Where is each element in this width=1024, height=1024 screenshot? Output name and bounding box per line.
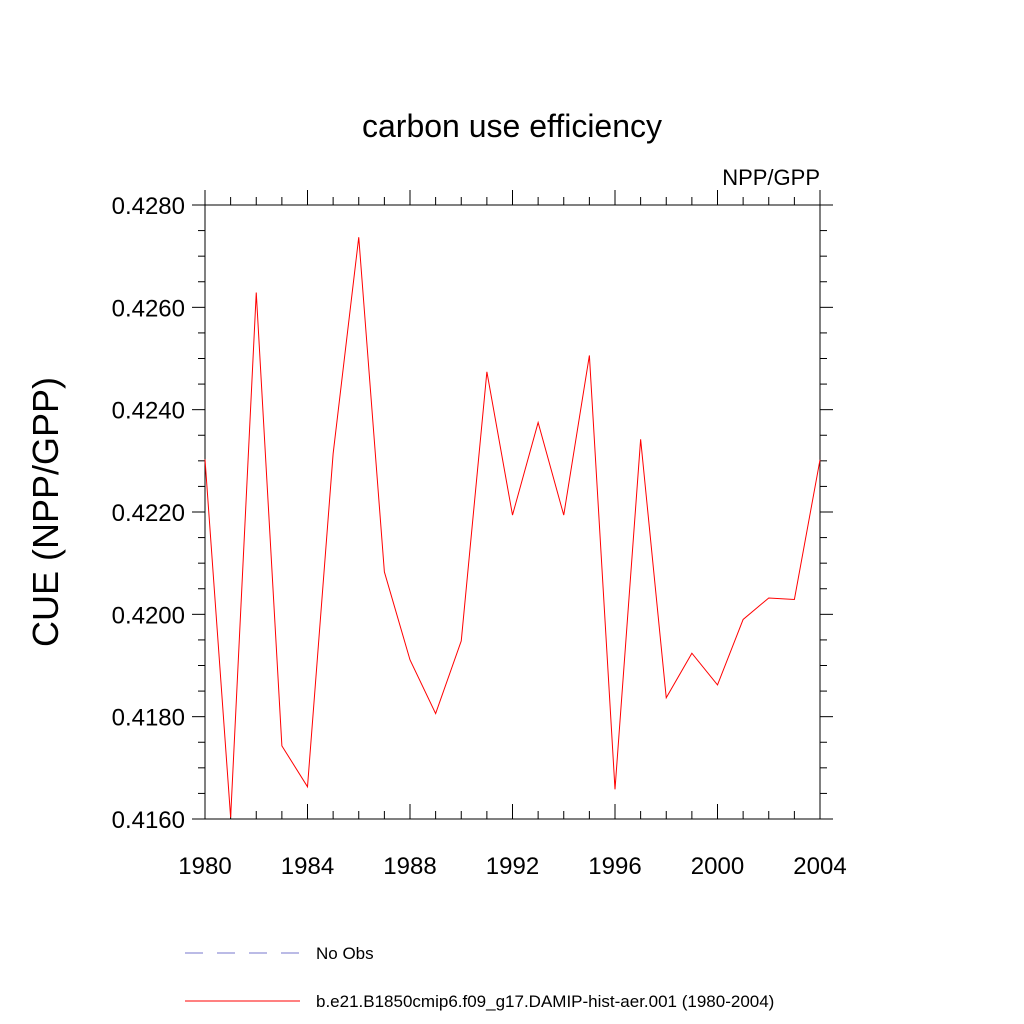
x-tick-label: 1996 (588, 853, 641, 880)
axis-ticks (192, 190, 833, 820)
legend-label-model-run: b.e21.B1850cmip6.f09_g17.DAMIP-hist-aer.… (316, 992, 774, 1011)
y-tick-label: 0.4180 (112, 705, 185, 732)
axis-tick-labels: 1980 1984 1988 1992 1996 2000 2004 0.4160 0.4180… (112, 193, 847, 880)
plot-lines (204, 237, 821, 818)
x-tick-label: 2004 (793, 853, 846, 880)
y-tick-label: 0.4280 (112, 193, 185, 220)
chart-title: carbon use efficiency (362, 108, 662, 144)
plot-frame (204, 204, 821, 820)
x-tick-label: 1988 (383, 853, 436, 880)
y-tick-label: 0.4200 (112, 602, 185, 629)
series-line-0 (204, 237, 821, 818)
y-axis-label: CUE (NPP/GPP) (25, 377, 66, 647)
y-tick-label: 0.4160 (112, 807, 185, 834)
legend-label-no-obs: No Obs (316, 944, 374, 963)
x-tick-label: 1984 (281, 853, 334, 880)
x-tick-label: 1980 (178, 853, 231, 880)
x-tick-label: 2000 (691, 853, 744, 880)
x-tick-label: 1992 (486, 853, 539, 880)
y-tick-label: 0.4260 (112, 295, 185, 322)
y-tick-label: 0.4240 (112, 398, 185, 425)
y-tick-label: 0.4220 (112, 500, 185, 527)
chart-subtitle: NPP/GPP (722, 165, 820, 190)
legend: No Obs b.e21.B1850cmip6.f09_g17.DAMIP-hi… (185, 944, 774, 1011)
